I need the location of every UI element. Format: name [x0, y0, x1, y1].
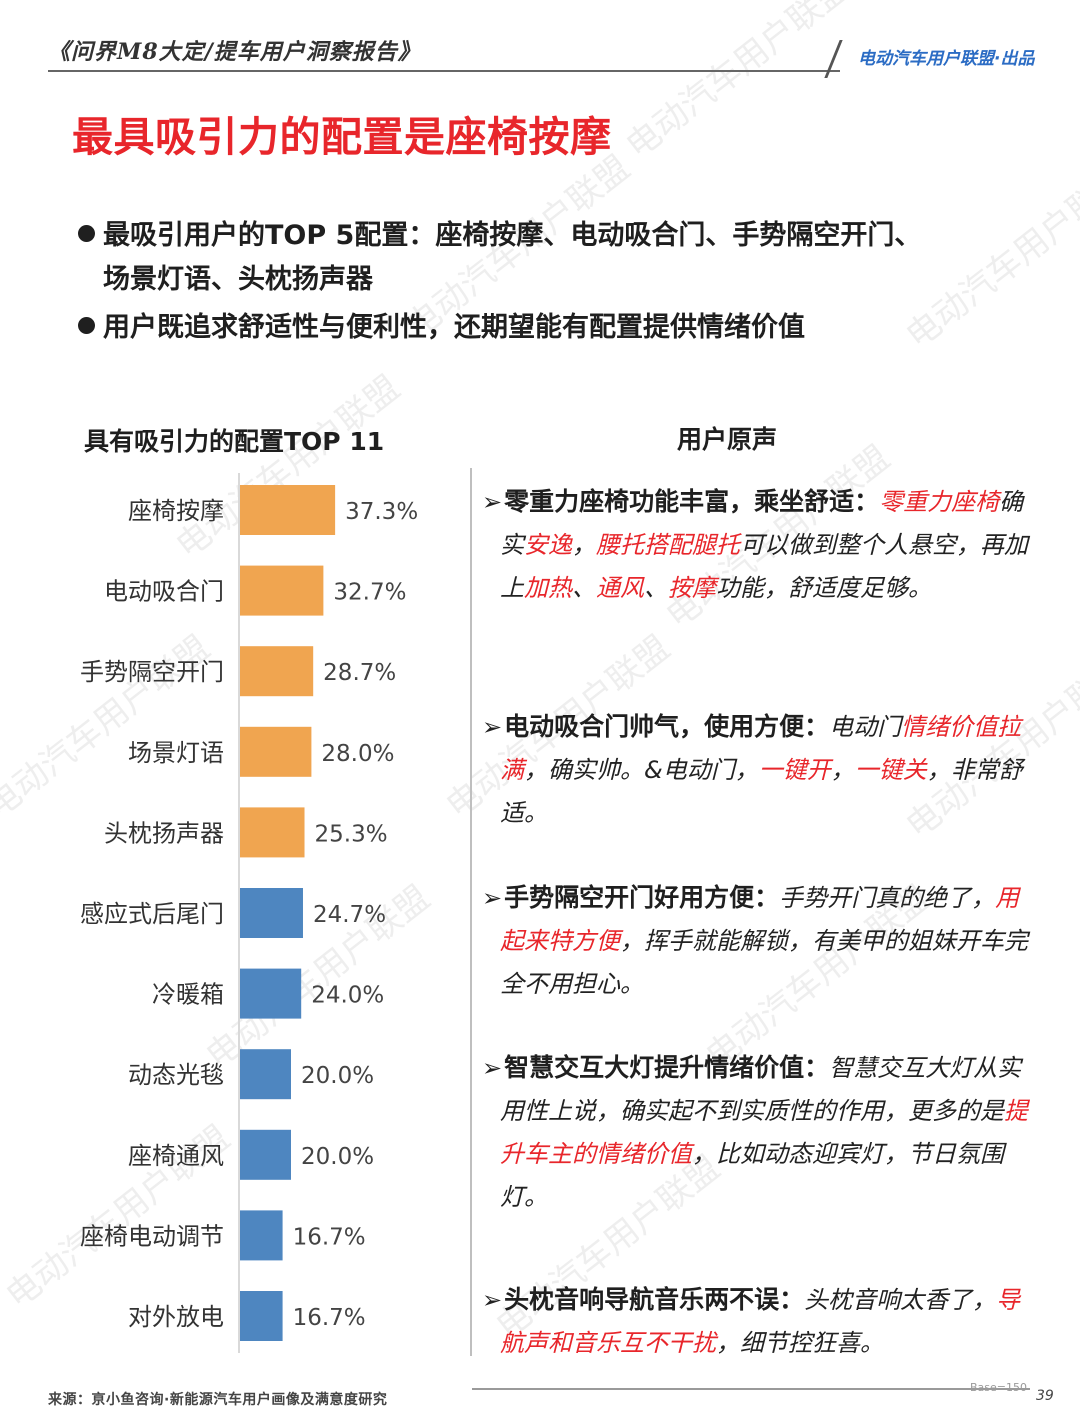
- quote-lead: 头枕音响导航音乐两不误：: [504, 1285, 805, 1314]
- arrow-icon: ➢: [482, 1054, 503, 1082]
- quote-text: 、: [572, 574, 596, 602]
- bullet-dot: [78, 225, 95, 242]
- category-label: 感应式后尾门: [80, 900, 224, 928]
- bullet-text-continued: 场景灯语、头枕扬声器: [103, 264, 373, 295]
- quote-text: ，确实帅。&电动门，: [524, 756, 759, 784]
- quote-text: 头枕音响太香了，: [804, 1286, 997, 1314]
- chart-axis: [238, 473, 240, 1353]
- category-label: 场景灯语: [128, 739, 224, 767]
- header-slash: [824, 40, 843, 78]
- category-label: 对外放电: [128, 1303, 224, 1331]
- bar: [240, 807, 305, 858]
- value-label: 24.0%: [311, 983, 384, 1009]
- quote-text: ，细节控狂喜。: [716, 1329, 884, 1357]
- quote-highlight: 腰托搭配腿托: [596, 531, 740, 559]
- arrow-icon: ➢: [482, 884, 503, 912]
- quote-lead: 电动吸合门帅气，使用方便：: [504, 712, 830, 741]
- bar: [240, 888, 303, 938]
- quotes-title: 用户原声: [677, 425, 778, 454]
- quote-lead: 手势隔空开门好用方便：: [504, 883, 780, 912]
- quote-text: ，挥手就能解锁，有美甲的姐妹开车完全不用担心。: [500, 927, 1028, 998]
- bar: [240, 726, 312, 777]
- quote-highlight: 加热: [524, 574, 572, 602]
- value-label: 24.7%: [313, 902, 386, 928]
- value-label: 25.3%: [315, 821, 388, 847]
- header-divider: [48, 70, 840, 72]
- value-label: 32.7%: [333, 580, 406, 606]
- value-label: 16.7%: [293, 1224, 366, 1250]
- bar-chart: 座椅按摩 37.3% 电动吸合门 32.7% 手势隔空开门 28.7% 场景灯语 28.0% 头…: [80, 485, 418, 1341]
- quote-text: ，: [572, 531, 596, 559]
- bullet-text: 最吸引用户的TOP 5配置：座椅按摩、电动吸合门、手势隔空开门、: [103, 220, 922, 251]
- page-number: 39: [1036, 1388, 1054, 1404]
- value-label: 20.0%: [301, 1063, 374, 1089]
- value-label: 28.0%: [321, 741, 394, 767]
- value-label: 20.0%: [301, 1144, 374, 1170]
- quote-highlight: 一键关: [854, 756, 927, 784]
- base-note: Base=150: [970, 1381, 1027, 1394]
- report-title: 《问界M8大定/提车用户洞察报告》: [48, 39, 421, 65]
- quote-highlight: 安逸: [524, 531, 572, 559]
- bullet-dot: [78, 317, 95, 334]
- bar: [240, 1291, 283, 1341]
- bar: [240, 1210, 283, 1261]
- category-label: 手势隔空开门: [80, 658, 224, 686]
- quote-text: 可以做到整个人悬空，再加上: [500, 531, 1028, 602]
- quote-highlight: 用起来特方便: [500, 884, 1020, 955]
- user-quote: ➢手势隔空开门好用方便：手势开门真的绝了，用起来特方便，挥手就能解锁，有美甲的姐…: [482, 876, 1040, 1006]
- category-label: 动态光毯: [128, 1061, 224, 1089]
- chart-title: 具有吸引力的配置TOP 11: [84, 427, 385, 456]
- user-quote: ➢智慧交互大灯提升情绪价值：智慧交互大灯从实用性上说，确实起不到实质性的作用，更…: [482, 1046, 1040, 1219]
- bullet-text: 用户既追求舒适性与便利性，还期望能有配置提供情绪价值: [103, 312, 805, 343]
- quote-text: 手势开门真的绝了，: [779, 884, 996, 912]
- footer-divider: [472, 1388, 1030, 1390]
- bar: [240, 1129, 291, 1180]
- bar: [240, 565, 324, 616]
- value-label: 37.3%: [345, 499, 418, 525]
- publisher-label: 电动汽车用户联盟·出品: [858, 49, 1035, 69]
- quote-highlight: 通风: [596, 574, 644, 602]
- quote-text: ，: [830, 756, 855, 784]
- quote-text: ，比如动态迎宾灯，节日氛围灯。: [500, 1140, 1004, 1211]
- category-label: 座椅按摩: [128, 497, 224, 525]
- quote-highlight: 一键开: [758, 756, 831, 784]
- quotes-divider: [470, 468, 472, 1356]
- quote-highlight: 提升车主的情绪价值: [500, 1097, 1028, 1168]
- value-label: 16.7%: [293, 1305, 366, 1331]
- quote-text: 确实: [500, 488, 1024, 559]
- bar: [240, 1049, 291, 1100]
- quote-text: ，非常舒适。: [500, 756, 1023, 827]
- category-label: 头枕扬声器: [104, 819, 224, 847]
- category-label: 座椅电动调节: [80, 1222, 224, 1250]
- user-quote: ➢零重力座椅功能丰富，乘坐舒适：零重力座椅确实安逸，腰托搭配腿托可以做到整个人悬…: [482, 480, 1040, 610]
- bullet-emotional-value: 用户既追求舒适性与便利性，还期望能有配置提供情绪价值: [78, 306, 1038, 350]
- bar: [240, 646, 314, 697]
- quote-highlight: 零重力座椅: [879, 488, 1000, 516]
- category-label: 电动吸合门: [104, 578, 224, 606]
- page-title: 最具吸引力的配置是座椅按摩: [72, 113, 612, 161]
- arrow-icon: ➢: [482, 1286, 503, 1314]
- quote-text: 功能，舒适度足够。: [716, 574, 932, 602]
- quote-lead: 智慧交互大灯提升情绪价值：: [504, 1053, 830, 1082]
- arrow-icon: ➢: [482, 488, 503, 516]
- quote-text: 、: [644, 574, 668, 602]
- user-quote: ➢头枕音响导航音乐两不误：头枕音响太香了，导航声和音乐互不干扰，细节控狂喜。: [482, 1278, 1040, 1365]
- quote-highlight: 按摩: [668, 574, 716, 602]
- user-quote: ➢电动吸合门帅气，使用方便：电动门情绪价值拉满，确实帅。&电动门，一键开，一键关…: [482, 705, 1040, 835]
- quote-highlight: 情绪价值拉满: [500, 713, 1022, 784]
- bar: [240, 968, 302, 1019]
- value-label: 28.7%: [323, 660, 396, 686]
- watermark: 电动汽车用户联盟: [618, 0, 858, 167]
- quote-lead: 零重力座椅功能丰富，乘坐舒适：: [504, 487, 880, 516]
- bullet-top5: 最吸引用户的TOP 5配置：座椅按摩、电动吸合门、手势隔空开门、 场景灯语、头枕…: [78, 214, 1038, 302]
- quote-highlight: 导航声和音乐互不干扰: [500, 1286, 1021, 1357]
- quote-text: 智慧交互大灯从实用性上说，确实起不到实质性的作用，更多的是: [500, 1054, 1022, 1125]
- bar: [240, 485, 336, 535]
- source-note: 来源：亰小鱼咨询·新能源汽车用户画像及满意度研究: [48, 1392, 388, 1408]
- arrow-icon: ➢: [482, 713, 503, 741]
- category-label: 座椅通风: [128, 1142, 224, 1170]
- quote-text: 电动门: [829, 713, 902, 741]
- category-label: 冷暖箱: [152, 981, 224, 1009]
